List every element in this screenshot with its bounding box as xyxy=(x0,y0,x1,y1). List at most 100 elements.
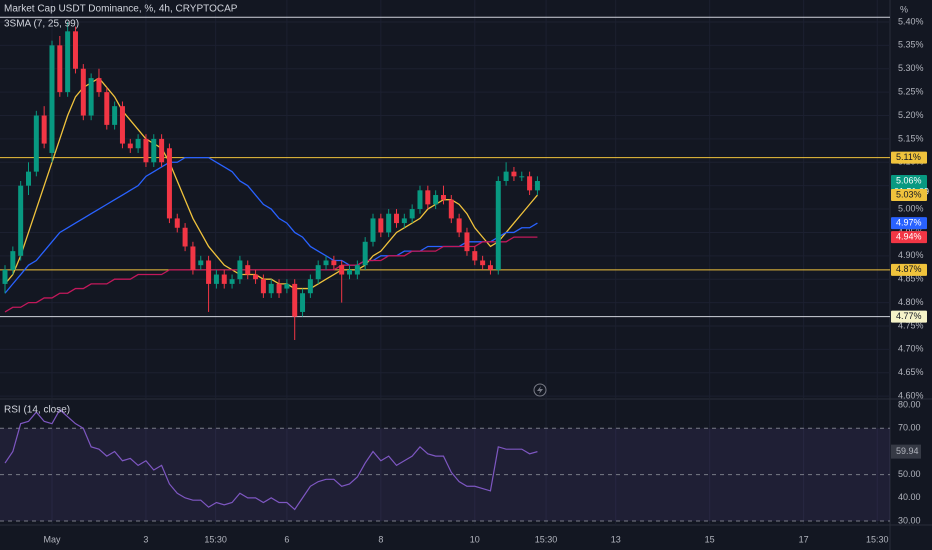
candle-body xyxy=(268,283,274,294)
plot xyxy=(0,16,890,522)
price-label-box xyxy=(891,217,927,230)
candle-body xyxy=(511,171,517,177)
price-label: 4.97% xyxy=(896,217,922,227)
candle-body xyxy=(119,106,125,144)
candle-body xyxy=(206,260,212,284)
y-tick-label: 4.70% xyxy=(898,344,924,354)
x-tick-label: 13 xyxy=(611,534,621,544)
price-label-box xyxy=(891,151,927,164)
candle-body xyxy=(88,78,94,116)
candle-body xyxy=(253,274,259,280)
y-tick-label: 5.20% xyxy=(898,110,924,120)
rsi-line xyxy=(4,408,538,511)
candle-body xyxy=(378,218,384,233)
candle-body xyxy=(65,31,71,93)
candle-body xyxy=(534,180,540,191)
candle-body xyxy=(221,274,227,284)
x-tick-label: 15:30 xyxy=(535,534,558,544)
candle-body xyxy=(464,232,470,252)
x-tick-label: 15 xyxy=(705,534,715,544)
y-tick-label: 4.75% xyxy=(898,320,924,330)
candle-body xyxy=(41,115,47,144)
unit-label: % xyxy=(900,4,908,14)
candle-body xyxy=(487,265,493,270)
price-label: 5.06% xyxy=(896,175,922,185)
price-label-box xyxy=(891,231,927,244)
candle-body xyxy=(151,138,157,163)
candle-body xyxy=(104,92,110,125)
candle-body xyxy=(10,251,16,270)
candle-body xyxy=(245,265,251,275)
candle-body xyxy=(300,293,306,312)
candle-body xyxy=(80,68,86,116)
candle-body xyxy=(174,218,180,228)
price-label-box xyxy=(891,263,927,276)
x-tick-label: 15:30 xyxy=(204,534,227,544)
candle-body xyxy=(143,138,149,163)
candle-body xyxy=(198,260,204,266)
candle-body xyxy=(276,283,282,294)
candle-body xyxy=(284,283,290,289)
price-label: 4.77% xyxy=(896,311,922,321)
candle-body xyxy=(472,251,478,261)
candle-body xyxy=(159,138,165,163)
candle-body xyxy=(519,176,525,178)
candle-body xyxy=(49,45,55,153)
x-tick-label: 8 xyxy=(378,534,383,544)
candle-body xyxy=(315,265,321,280)
candle-body xyxy=(495,180,501,270)
candle-body xyxy=(393,213,399,224)
candle-body xyxy=(96,78,102,93)
candle-body xyxy=(57,45,63,93)
event-icon[interactable] xyxy=(533,383,547,397)
y-tick-label: 5.00% xyxy=(898,203,924,213)
moving-average xyxy=(4,236,538,313)
candle-body xyxy=(425,190,431,205)
candle-body xyxy=(503,171,509,181)
y-tick-label: 4.65% xyxy=(898,367,924,377)
x-tick-label: 15:30 xyxy=(866,534,889,544)
x-tick-label: 3 xyxy=(143,534,148,544)
price-label: 5.11% xyxy=(896,152,921,162)
candle-body xyxy=(213,274,219,284)
candle-body xyxy=(331,260,337,266)
rsi-tick-label: 80.00 xyxy=(898,399,921,409)
candle-body xyxy=(409,209,415,219)
candle-body xyxy=(456,218,462,233)
y-tick-label: 4.60% xyxy=(898,391,924,401)
candle-body xyxy=(33,115,39,172)
candle-body xyxy=(292,283,298,317)
candle-body xyxy=(307,279,313,294)
candle-body xyxy=(135,138,141,149)
rsi-last-label: 59.94 xyxy=(896,446,919,456)
y-tick-label: 4.85% xyxy=(898,274,924,284)
candle-body xyxy=(386,213,392,233)
y-tick-label: 5.25% xyxy=(898,87,924,97)
price-label-box xyxy=(891,189,927,202)
candle-body xyxy=(2,269,8,284)
candle-body xyxy=(448,199,454,219)
rsi-tick-label: 40.00 xyxy=(898,492,921,502)
candle-body xyxy=(18,185,24,256)
candle-body xyxy=(237,260,243,280)
candle-body xyxy=(127,143,133,149)
x-tick-label: May xyxy=(43,534,61,544)
chart-title: Market Cap USDT Dominance, %, 4h, CRYPTO… xyxy=(4,4,238,15)
rsi-tick-label: 50.00 xyxy=(898,469,921,479)
candle-body xyxy=(370,218,376,242)
y-tick-label: 4.80% xyxy=(898,297,924,307)
x-tick-label: 10 xyxy=(470,534,480,544)
candle-body xyxy=(354,265,360,275)
rsi-tick-label: 70.00 xyxy=(898,423,921,433)
candle-body xyxy=(362,241,368,266)
rsi-tick-label: 30.00 xyxy=(898,515,921,525)
event-icon-bolt xyxy=(537,386,543,394)
labels: May 3 15:30 6 8 10 15:30 13 15 17 15:30 4.60% 4.65% 4… xyxy=(43,16,929,544)
candle-body xyxy=(229,279,235,284)
candle-body xyxy=(417,190,423,210)
y-tick-label: 5.35% xyxy=(898,40,924,50)
candle-body xyxy=(433,195,439,205)
price-label-box xyxy=(891,310,927,323)
candle-body xyxy=(339,265,345,275)
